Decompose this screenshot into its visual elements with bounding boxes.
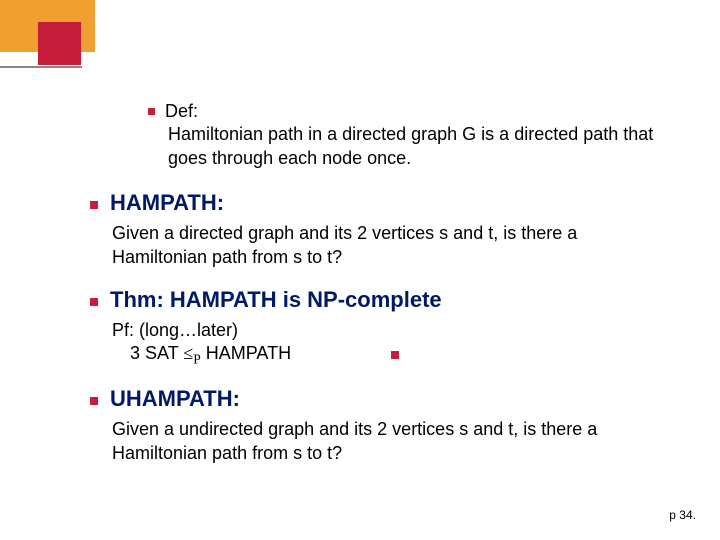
uhampath-heading: UHAMPATH:	[110, 386, 240, 411]
hampath-heading-row: HAMPATH:	[90, 190, 660, 216]
slide-content: Def: Hamiltonian path in a directed grap…	[90, 100, 660, 483]
bullet-icon	[90, 397, 98, 405]
thm-heading: Thm: HAMPATH is NP-complete	[110, 287, 442, 312]
hampath-body: Given a directed graph and its 2 vertice…	[112, 222, 660, 269]
corner-accent-underline	[0, 66, 82, 68]
definition-block: Def: Hamiltonian path in a directed grap…	[148, 100, 660, 170]
bullet-icon	[90, 298, 98, 306]
thm-heading-row: Thm: HAMPATH is NP-complete	[90, 287, 660, 313]
def-text: Hamiltonian path in a directed graph G i…	[168, 123, 660, 170]
page-number: p 34.	[669, 508, 696, 522]
proof-line1: Pf: (long…later)	[112, 319, 660, 342]
proof-hampath: HAMPATH	[201, 343, 291, 363]
uhampath-heading-row: UHAMPATH:	[90, 386, 660, 412]
def-label: Def:	[165, 101, 198, 121]
uhampath-body: Given a undirected graph and its 2 verti…	[112, 418, 660, 465]
bullet-icon	[391, 351, 399, 359]
bullet-icon	[148, 108, 155, 115]
proof-line2: 3 SAT ≤P HAMPATH	[130, 342, 660, 368]
leq-subscript: P	[193, 352, 201, 367]
hampath-heading: HAMPATH:	[110, 190, 224, 215]
bullet-icon	[90, 201, 98, 209]
leq-symbol: ≤	[183, 343, 193, 363]
corner-accent-red	[38, 22, 81, 65]
thm-proof: Pf: (long…later) 3 SAT ≤P HAMPATH	[112, 319, 660, 369]
proof-3sat: 3 SAT	[130, 343, 183, 363]
